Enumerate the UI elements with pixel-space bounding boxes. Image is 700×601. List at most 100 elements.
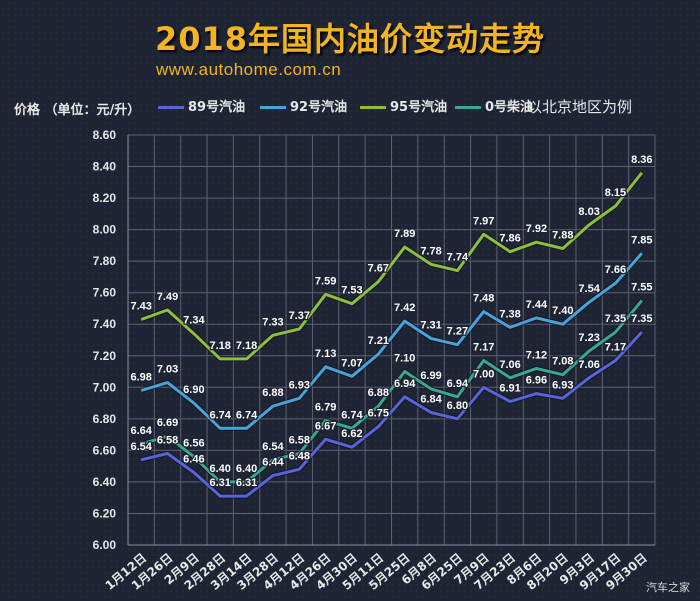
data-label: 7.89 bbox=[394, 228, 415, 240]
data-label: 7.37 bbox=[289, 310, 310, 322]
chart-title: 2018年国内油价变动走势 bbox=[154, 20, 546, 58]
y-tick-label: 7.80 bbox=[93, 254, 117, 268]
data-label: 7.12 bbox=[526, 349, 547, 361]
legend-label: 89号汽油 bbox=[188, 100, 246, 115]
data-label: 6.90 bbox=[183, 384, 204, 396]
y-tick-label: 8.60 bbox=[93, 128, 117, 142]
legend-swatch bbox=[455, 106, 481, 109]
data-label: 6.62 bbox=[341, 428, 362, 440]
data-label: 7.17 bbox=[473, 342, 494, 354]
y-tick-label: 8.20 bbox=[93, 191, 117, 205]
data-label: 7.78 bbox=[420, 245, 441, 257]
data-label: 6.74 bbox=[210, 409, 232, 421]
data-label: 7.06 bbox=[578, 359, 599, 371]
data-label: 6.79 bbox=[315, 401, 336, 413]
data-label: 8.15 bbox=[605, 187, 626, 199]
y-tick-label: 7.00 bbox=[93, 380, 117, 394]
data-label: 6.44 bbox=[262, 457, 284, 469]
data-label: 6.98 bbox=[130, 371, 151, 383]
series-line-0 bbox=[140, 331, 643, 498]
data-label: 6.75 bbox=[368, 408, 389, 420]
legend-item: 92号汽油 bbox=[260, 96, 347, 115]
data-label: 7.06 bbox=[499, 359, 520, 371]
data-label: 7.67 bbox=[368, 263, 389, 275]
data-label: 6.74 bbox=[236, 409, 258, 421]
legend-swatch bbox=[260, 106, 286, 109]
data-label: 6.94 bbox=[394, 378, 416, 390]
y-tick-label: 6.60 bbox=[93, 443, 117, 457]
data-label: 6.56 bbox=[183, 438, 204, 450]
data-label: 7.03 bbox=[157, 364, 178, 376]
data-label: 7.10 bbox=[394, 353, 415, 365]
data-label: 7.33 bbox=[262, 316, 283, 328]
data-label: 6.74 bbox=[341, 409, 363, 421]
data-label: 7.55 bbox=[631, 282, 652, 294]
data-label: 7.35 bbox=[605, 313, 626, 325]
data-label: 6.93 bbox=[552, 379, 573, 391]
data-label: 7.38 bbox=[499, 308, 520, 320]
data-label: 6.31 bbox=[210, 477, 231, 489]
y-tick-label: 6.20 bbox=[93, 506, 117, 520]
data-label: 7.53 bbox=[341, 285, 362, 297]
data-label: 6.40 bbox=[210, 463, 231, 475]
data-label: 6.58 bbox=[157, 435, 178, 447]
data-label: 7.44 bbox=[526, 299, 548, 311]
y-tick-label: 7.40 bbox=[93, 317, 117, 331]
data-label: 6.80 bbox=[447, 400, 468, 412]
data-label: 7.31 bbox=[420, 319, 441, 331]
y-tick-label: 8.40 bbox=[93, 160, 117, 174]
data-label: 6.40 bbox=[236, 463, 257, 475]
region-note: 以北京地区为例 bbox=[527, 98, 633, 116]
data-label: 6.93 bbox=[289, 379, 310, 391]
y-tick-label: 6.00 bbox=[93, 538, 117, 552]
data-label: 6.94 bbox=[447, 378, 469, 390]
y-tick-label: 7.20 bbox=[93, 349, 117, 363]
data-label: 7.54 bbox=[578, 283, 600, 295]
data-label: 7.85 bbox=[631, 234, 652, 246]
data-label: 8.36 bbox=[631, 154, 652, 166]
data-label: 7.21 bbox=[368, 335, 389, 347]
data-label: 7.07 bbox=[341, 357, 362, 369]
legend-item: 89号汽油 bbox=[158, 96, 245, 115]
data-label: 6.64 bbox=[130, 425, 152, 437]
data-label: 6.69 bbox=[157, 417, 178, 429]
series-line-3 bbox=[140, 299, 643, 484]
data-label: 7.18 bbox=[236, 340, 257, 352]
data-label: 7.34 bbox=[183, 315, 205, 327]
data-label: 7.88 bbox=[552, 230, 573, 242]
data-label: 6.46 bbox=[183, 453, 204, 465]
data-label: 7.18 bbox=[210, 340, 231, 352]
data-label: 6.54 bbox=[262, 441, 284, 453]
data-label: 7.74 bbox=[447, 252, 469, 264]
data-label: 6.99 bbox=[420, 370, 441, 382]
data-label: 7.66 bbox=[605, 264, 626, 276]
data-label: 7.59 bbox=[315, 275, 336, 287]
legend-label: 92号汽油 bbox=[290, 100, 348, 115]
data-label: 7.49 bbox=[157, 291, 178, 303]
legend-swatch bbox=[158, 106, 184, 109]
data-label: 7.48 bbox=[473, 293, 494, 305]
data-label: 7.92 bbox=[526, 223, 547, 235]
data-label: 7.23 bbox=[578, 332, 599, 344]
data-label: 7.00 bbox=[473, 368, 494, 380]
data-label: 8.03 bbox=[578, 206, 599, 218]
legend-item: 0号柴油 bbox=[455, 96, 533, 115]
data-label: 6.88 bbox=[262, 387, 283, 399]
legend-label: 0号柴油 bbox=[485, 100, 534, 115]
data-label: 6.91 bbox=[499, 383, 520, 395]
data-label: 6.84 bbox=[420, 394, 442, 406]
data-label: 7.40 bbox=[552, 305, 573, 317]
data-label: 7.27 bbox=[447, 326, 468, 338]
data-label: 7.17 bbox=[605, 342, 626, 354]
data-label: 6.48 bbox=[289, 450, 310, 462]
series-line-1 bbox=[140, 252, 643, 430]
data-label: 7.86 bbox=[499, 233, 520, 245]
data-label: 7.42 bbox=[394, 302, 415, 314]
y-tick-label: 6.80 bbox=[93, 412, 117, 426]
source-url: www.autohome.com.cn bbox=[156, 60, 342, 79]
y-tick-label: 6.40 bbox=[93, 475, 117, 489]
data-label: 7.43 bbox=[130, 301, 151, 313]
data-label: 6.58 bbox=[289, 435, 310, 447]
data-label: 6.67 bbox=[315, 420, 336, 432]
data-label: 7.35 bbox=[631, 313, 652, 325]
